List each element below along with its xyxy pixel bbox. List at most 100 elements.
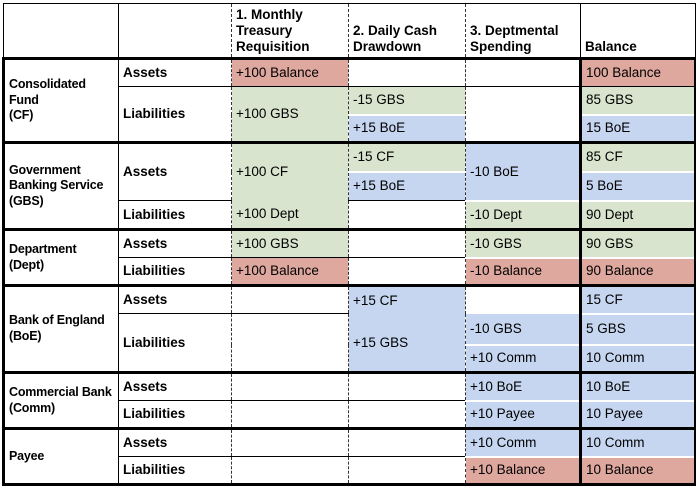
boe-assets-spending-cell xyxy=(466,286,581,314)
row-comm-liabilities: Liabilities +10 Payee 10 Payee xyxy=(4,400,696,430)
header-daily-cash-drawdown: 2. Daily Cash Drawdown xyxy=(348,3,466,60)
boe-drawdown-merged-content: +15 CF +15 GBS xyxy=(349,287,465,370)
gbs-liabilities-spending-cell: -10 Dept xyxy=(465,200,581,231)
cf-assets-balance-cell: 100 Balance xyxy=(579,58,696,87)
row-dept-assets: Department (Dept) Assets +100 GBS -10 GB… xyxy=(2,229,696,287)
row-gbs-liabilities: Liabilities -10 Dept 90 Dept xyxy=(4,200,696,231)
boe-assets-drawdown-value: +15 CF xyxy=(353,293,398,309)
payee-assets-label: Assets xyxy=(118,428,232,457)
dept-liabilities-requisition-cell: +100 Balance xyxy=(231,257,349,287)
gbs-assets-drawdown-cell-1: -15 CF xyxy=(348,142,466,173)
dept-liabilities-balance-cell: 90 Balance xyxy=(579,257,696,287)
gbs-assets-balance-cell-1: 85 CF xyxy=(579,142,696,173)
payee-liabilities-balance-cell: 10 Balance xyxy=(579,456,696,486)
cf-liabilities-balance-cell-2: 15 BoE xyxy=(579,114,696,144)
header-monthly-treasury-requisition: 1. Monthly Treasury Requisition xyxy=(231,3,349,60)
cf-liabilities-drawdown-cell-2: +15 BoE xyxy=(348,114,466,144)
boe-liabilities-spending-cell-2: +10 Comm xyxy=(465,344,581,374)
dept-assets-spending-cell: -10 GBS xyxy=(465,229,581,259)
header-balance: Balance xyxy=(580,3,696,60)
gbs-requisition-merged-cell: +100 CF +100 Dept xyxy=(231,142,349,231)
row-payee-liabilities: Liabilities +10 Balance 10 Balance xyxy=(4,456,696,486)
payee-liabilities-spending-cell: +10 Balance xyxy=(465,456,581,486)
dept-liabilities-drawdown-cell xyxy=(348,257,466,287)
comm-liabilities-balance-cell: 10 Payee xyxy=(579,400,696,430)
entity-department: Department (Dept) xyxy=(2,229,119,287)
dept-assets-requisition-cell: +100 GBS xyxy=(231,229,349,258)
row-cf-liabilities-2: +15 BoE 15 BoE xyxy=(4,114,696,144)
comm-assets-drawdown-cell xyxy=(348,372,466,401)
row-payee-assets: Payee Assets +10 Comm 10 Comm xyxy=(2,428,696,486)
entity-government-banking-service: Government Banking Service (GBS) xyxy=(2,142,119,231)
row-dept-liabilities: Liabilities +100 Balance -10 Balance 90 … xyxy=(4,257,696,287)
payee-liabilities-label: Liabilities xyxy=(118,456,232,486)
dept-assets-drawdown-cell xyxy=(348,229,466,258)
row-boe-liabilities-1: Liabilities -10 GBS 5 GBS xyxy=(4,313,696,374)
header-row: 1. Monthly Treasury Requisition 2. Daily… xyxy=(3,3,696,60)
dept-liabilities-label: Liabilities xyxy=(118,257,232,287)
cf-assets-spending-cell xyxy=(465,58,581,87)
gbs-liabilities-balance-cell: 90 Dept xyxy=(579,200,696,231)
payee-liabilities-requisition-cell xyxy=(231,456,349,486)
header-account-blank xyxy=(118,3,232,60)
payee-assets-drawdown-cell xyxy=(348,428,466,457)
comm-liabilities-label: Liabilities xyxy=(118,400,232,430)
cf-assets-drawdown-cell xyxy=(348,58,466,87)
payee-assets-requisition-cell xyxy=(231,428,349,457)
payee-liabilities-drawdown-cell xyxy=(348,456,466,486)
dept-liabilities-spending-cell: -10 Balance xyxy=(465,257,581,287)
comm-assets-balance-cell: 10 BoE xyxy=(579,372,696,402)
comm-liabilities-spending-cell: +10 Payee xyxy=(465,400,581,430)
boe-liabilities-balance-cell-2: 10 Comm xyxy=(579,344,696,374)
boe-assets-label: Assets xyxy=(118,285,232,314)
row-cf-liabilities-1: Liabilities +100 GBS -15 GBS 85 GBS xyxy=(4,86,696,144)
cf-liabilities-requisition-cell: +100 GBS xyxy=(231,86,349,144)
gbs-liabilities-label: Liabilities xyxy=(118,200,232,231)
row-comm-assets: Commercial Bank (Comm) Assets +10 BoE 10… xyxy=(2,372,696,430)
boe-liabilities-spending-cell-1: -10 GBS xyxy=(465,313,581,346)
cf-liabilities-balance-cell-1: 85 GBS xyxy=(579,86,696,116)
gbs-liabilities-drawdown-cell xyxy=(348,200,466,231)
cf-liabilities-drawdown-cell-1: -15 GBS xyxy=(348,86,466,116)
comm-assets-requisition-cell xyxy=(231,372,349,401)
entity-consolidated-fund: Consolidated Fund (CF) xyxy=(2,58,119,144)
cf-liabilities-label: Liabilities xyxy=(118,86,232,144)
header-deptmental-spending: 3. Deptmental Spending xyxy=(465,3,581,60)
row-boe-assets: Bank of England (BoE) Assets +15 CF +15 … xyxy=(2,285,696,374)
gbs-requisition-merged-content: +100 CF +100 Dept xyxy=(232,144,348,227)
entity-payee: Payee xyxy=(2,428,119,486)
boe-liabilities-drawdown-value: +15 GBS xyxy=(353,335,409,351)
comm-liabilities-requisition-cell xyxy=(231,400,349,430)
gbs-assets-balance-cell-2: 5 BoE xyxy=(579,171,696,202)
cf-liabilities-spending-cell xyxy=(465,86,581,144)
cf-assets-label: Assets xyxy=(118,58,232,87)
row-cf-assets: Consolidated Fund (CF) Assets +100 Balan… xyxy=(2,58,696,144)
treasury-cashflow-table: 1. Monthly Treasury Requisition 2. Daily… xyxy=(2,3,696,486)
payee-assets-spending-cell: +10 Comm xyxy=(465,428,581,458)
boe-liabilities-balance-cell-1: 5 GBS xyxy=(579,313,696,346)
boe-liabilities-label: Liabilities xyxy=(118,313,232,374)
cf-assets-requisition-cell: +100 Balance xyxy=(231,58,349,87)
row-gbs-assets-1: Government Banking Service (GBS) Assets … xyxy=(2,142,696,231)
gbs-liabilities-requisition-value: +100 Dept xyxy=(236,206,299,222)
boe-assets-requisition-cell xyxy=(231,285,349,314)
gbs-assets-spending-cell: -10 BoE xyxy=(465,142,581,202)
entity-bank-of-england: Bank of England (BoE) xyxy=(2,285,119,374)
payee-assets-balance-cell: 10 Comm xyxy=(579,428,696,458)
row-boe-liabilities-2: +10 Comm 10 Comm xyxy=(4,344,696,374)
comm-liabilities-drawdown-cell xyxy=(348,400,466,430)
comm-assets-spending-cell: +10 BoE xyxy=(465,372,581,402)
boe-drawdown-merged-cell: +15 CF +15 GBS xyxy=(348,285,466,374)
header-entity-blank xyxy=(3,3,119,60)
comm-assets-label: Assets xyxy=(118,372,232,401)
entity-commercial-bank: Commercial Bank (Comm) xyxy=(2,372,119,430)
gbs-assets-drawdown-cell-2: +15 BoE xyxy=(348,171,466,201)
gbs-assets-label: Assets xyxy=(118,142,232,201)
gbs-assets-requisition-value: +100 CF xyxy=(236,164,289,180)
boe-liabilities-requisition-cell xyxy=(231,313,349,374)
dept-assets-balance-cell: 90 GBS xyxy=(579,229,696,259)
dept-assets-label: Assets xyxy=(118,229,232,258)
row-gbs-assets-2: +15 BoE 5 BoE xyxy=(4,171,696,202)
boe-assets-balance-cell: 15 CF xyxy=(579,285,696,315)
